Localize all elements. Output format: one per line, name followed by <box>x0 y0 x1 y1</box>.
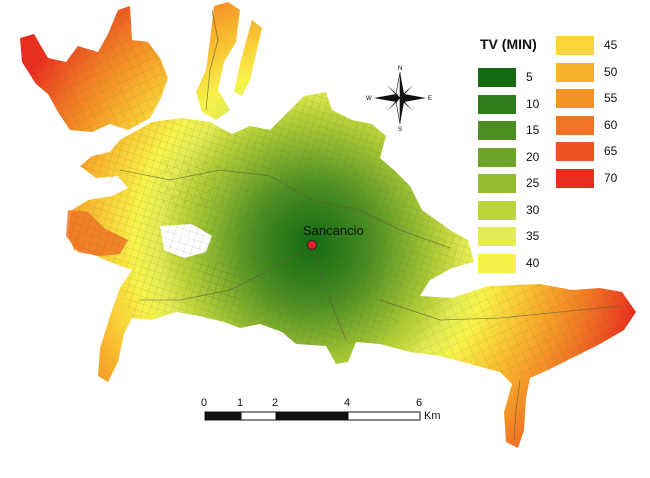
legend-swatch <box>478 68 516 87</box>
scale-tick-6: 6 <box>416 397 423 409</box>
legend-item-5: 5 <box>478 68 598 90</box>
place-label: Sancancio <box>303 223 364 238</box>
scale-unit: Km <box>424 410 441 422</box>
legend-label: 55 <box>604 91 618 105</box>
scale-bar <box>204 411 421 421</box>
legend-swatch <box>478 174 516 193</box>
scale-tick-2: 2 <box>272 397 279 409</box>
legend-swatch <box>478 227 516 246</box>
legend-label: 60 <box>604 117 618 132</box>
sancancio-marker <box>307 240 317 250</box>
compass-n: N <box>398 66 402 72</box>
legend-label: 35 <box>526 229 540 243</box>
legend-label: 25 <box>526 176 540 190</box>
legend-label: 20 <box>526 149 540 164</box>
legend-item-70: 70 <box>556 168 650 191</box>
legend-item-40: 40 <box>478 253 598 276</box>
compass-rose-icon: N S E W <box>366 66 432 133</box>
legend-item-20: 20 <box>478 147 598 170</box>
legend-label: 45 <box>604 38 618 52</box>
legend-item-60: 60 <box>556 115 650 138</box>
legend-item-35: 35 <box>478 227 598 249</box>
legend-swatch <box>556 89 594 108</box>
legend-item-15: 15 <box>478 121 598 143</box>
compass-e: E <box>428 96 432 102</box>
scale-tick-0: 0 <box>201 397 208 409</box>
legend-label: 70 <box>604 170 618 185</box>
legend-title: TV (MIN) <box>480 36 537 52</box>
legend-swatch <box>556 115 594 135</box>
legend-swatch <box>478 94 516 114</box>
legend-label: 15 <box>526 123 540 137</box>
legend-swatch <box>478 121 516 140</box>
legend-item-65: 65 <box>556 142 650 164</box>
legend-swatch <box>478 253 516 273</box>
compass-w: W <box>366 96 372 102</box>
legend-label: 10 <box>526 96 540 111</box>
legend-label: 50 <box>604 64 618 79</box>
scale-tick-4: 4 <box>344 397 351 409</box>
legend-item-55: 55 <box>556 89 650 111</box>
legend-label: 40 <box>526 255 540 270</box>
scale-tick-1: 1 <box>237 397 244 409</box>
legend-swatch <box>478 200 516 220</box>
legend-swatch <box>478 147 516 167</box>
legend-item-10: 10 <box>478 94 598 117</box>
legend-label: 65 <box>604 144 618 158</box>
legend-item-50: 50 <box>556 62 650 85</box>
legend-swatch <box>556 62 594 82</box>
legend-label: 30 <box>526 202 540 217</box>
legend-item-45: 45 <box>556 36 650 58</box>
legend-swatch <box>556 168 594 188</box>
legend-item-25: 25 <box>478 174 598 196</box>
legend-swatch <box>556 36 594 55</box>
legend-item-30: 30 <box>478 200 598 223</box>
legend-swatch <box>556 142 594 161</box>
compass-s: S <box>398 127 402 133</box>
legend-label: 5 <box>526 70 533 84</box>
travel-time-surface <box>20 2 636 448</box>
